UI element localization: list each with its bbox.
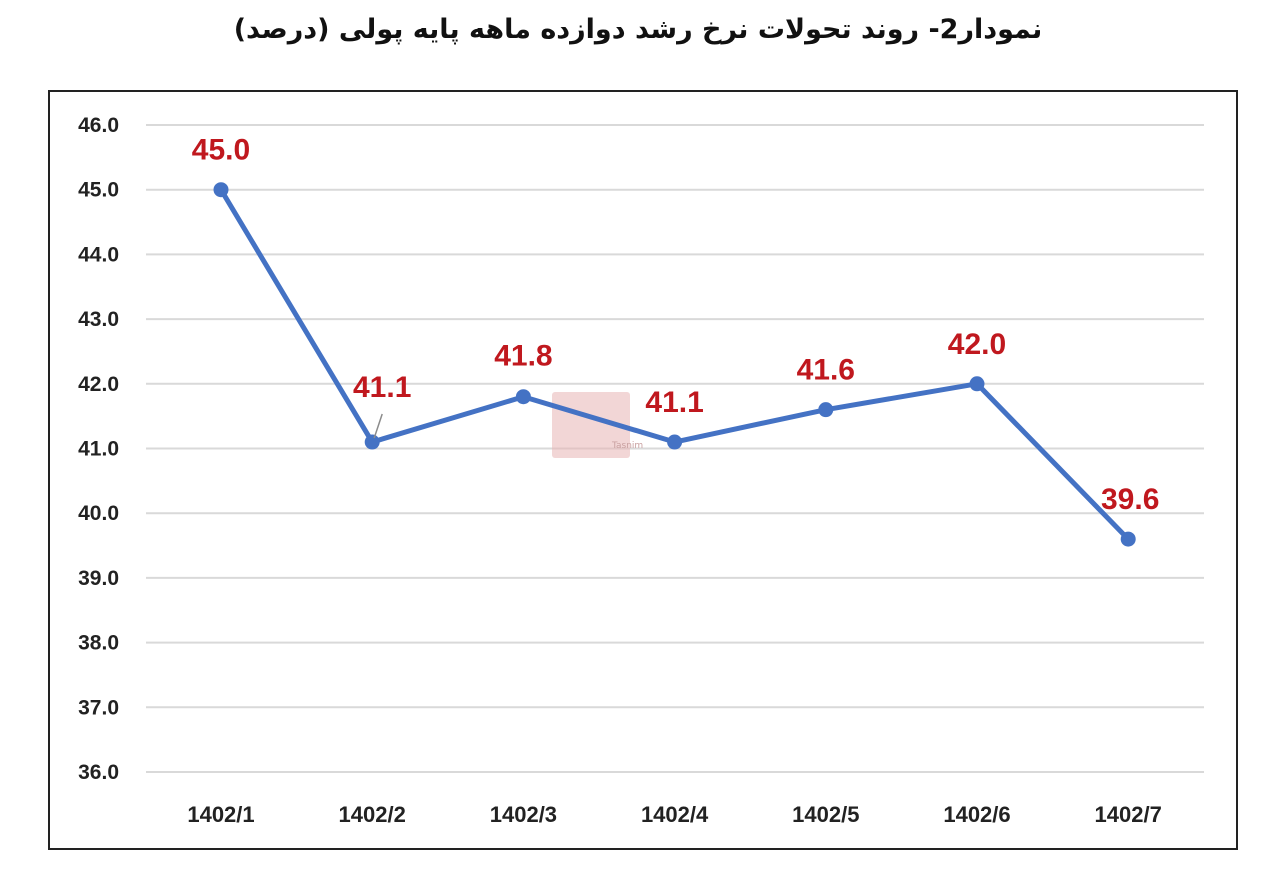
y-tick-label: 45.0: [78, 179, 119, 202]
label-leader-line: [373, 413, 383, 439]
y-tick-label: 41.0: [78, 438, 119, 461]
data-point: [969, 376, 985, 392]
series-line: [213, 182, 1136, 547]
data-labels: 45.0 41.1 41.8 41.1 41.6 42.0 39.6: [192, 134, 1160, 516]
chart-title: نمودار2- روند تحولات نرخ رشد دوازده ماهه…: [233, 14, 1043, 45]
y-tick-label: 42.0: [78, 373, 119, 396]
y-tick-label: 44.0: [78, 243, 119, 266]
y-axis-ticks: 36.0 37.0 38.0 39.0 40.0 41.0 42.0 43.0 44.0 45.0…: [78, 114, 119, 784]
data-label: 39.6: [1101, 483, 1159, 516]
x-tick-label: 1402/6: [943, 802, 1010, 827]
y-tick-label: 40.0: [78, 502, 119, 525]
x-tick-label: 1402/7: [1095, 802, 1162, 827]
y-tick-label: 37.0: [78, 696, 119, 719]
y-tick-label: 39.0: [78, 567, 119, 590]
data-label: 41.8: [494, 340, 552, 373]
tasnim-watermark-logo: Tasnim: [552, 392, 643, 458]
y-tick-label: 38.0: [78, 632, 119, 655]
x-tick-label: 1402/3: [490, 802, 557, 827]
data-label: 41.1: [353, 371, 411, 404]
watermark-text: Tasnim: [611, 441, 643, 451]
data-label: 41.6: [797, 354, 855, 387]
data-label: 42.0: [948, 328, 1006, 361]
series-line-path: [218, 188, 1130, 541]
chart-frame: [48, 90, 1238, 850]
y-tick-label: 36.0: [78, 761, 119, 784]
y-tick-label: 46.0: [78, 114, 119, 137]
data-point: [818, 402, 834, 418]
data-point: [515, 389, 531, 405]
x-tick-label: 1402/5: [792, 802, 859, 827]
data-label: 45.0: [192, 134, 250, 167]
data-point: [213, 182, 229, 198]
x-tick-label: 1402/4: [641, 802, 709, 827]
x-tick-label: 1402/1: [187, 802, 254, 827]
y-tick-label: 43.0: [78, 308, 119, 331]
data-label: 41.1: [645, 386, 703, 419]
x-axis-ticks: 1402/1 1402/2 1402/3 1402/4 1402/5 1402/6 1402…: [187, 802, 1161, 827]
data-point: [1120, 531, 1136, 547]
data-point: [667, 434, 683, 450]
x-tick-label: 1402/2: [339, 802, 406, 827]
data-point: [364, 434, 380, 450]
